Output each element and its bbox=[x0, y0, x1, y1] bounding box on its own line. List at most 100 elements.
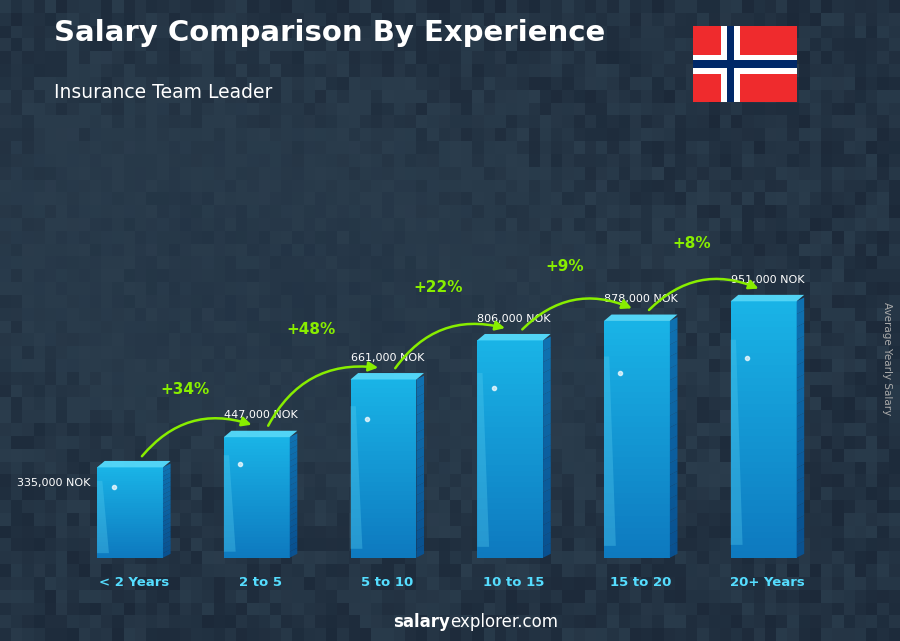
Polygon shape bbox=[670, 341, 678, 356]
Polygon shape bbox=[163, 536, 171, 544]
Bar bbox=[224, 455, 290, 458]
Bar bbox=[604, 433, 670, 439]
Bar bbox=[350, 481, 417, 487]
Polygon shape bbox=[670, 459, 678, 475]
Bar bbox=[604, 404, 670, 410]
Bar bbox=[731, 372, 796, 378]
Bar bbox=[97, 549, 163, 551]
Bar bbox=[350, 428, 417, 433]
Polygon shape bbox=[796, 464, 805, 481]
Bar bbox=[604, 540, 670, 546]
Text: +22%: +22% bbox=[413, 281, 463, 296]
Polygon shape bbox=[670, 365, 678, 380]
Polygon shape bbox=[417, 465, 424, 478]
Polygon shape bbox=[97, 481, 109, 553]
Bar bbox=[604, 344, 670, 351]
Bar bbox=[477, 372, 543, 378]
Text: +9%: +9% bbox=[545, 258, 584, 274]
Bar bbox=[97, 506, 163, 508]
Bar bbox=[350, 469, 417, 473]
Polygon shape bbox=[350, 373, 424, 379]
Bar bbox=[693, 54, 796, 74]
Bar bbox=[224, 506, 290, 510]
Bar bbox=[604, 386, 670, 392]
Polygon shape bbox=[417, 518, 424, 531]
Bar bbox=[224, 479, 290, 482]
Text: +8%: +8% bbox=[672, 237, 711, 251]
Polygon shape bbox=[731, 340, 742, 545]
Polygon shape bbox=[670, 376, 678, 392]
Bar bbox=[224, 503, 290, 506]
Bar bbox=[224, 530, 290, 533]
Polygon shape bbox=[670, 353, 678, 369]
Bar bbox=[731, 481, 796, 487]
Polygon shape bbox=[796, 349, 805, 365]
Bar bbox=[97, 539, 163, 542]
Bar bbox=[604, 528, 670, 534]
Bar bbox=[604, 504, 670, 510]
Bar bbox=[97, 544, 163, 546]
Polygon shape bbox=[796, 336, 805, 353]
Bar bbox=[224, 497, 290, 501]
Bar bbox=[604, 510, 670, 516]
Bar bbox=[477, 547, 543, 553]
Polygon shape bbox=[543, 543, 551, 558]
Bar bbox=[224, 545, 290, 549]
Bar bbox=[731, 320, 796, 327]
Bar bbox=[350, 486, 417, 491]
Bar bbox=[604, 338, 670, 345]
Polygon shape bbox=[731, 295, 805, 301]
Bar bbox=[731, 353, 796, 359]
Bar bbox=[350, 406, 417, 411]
Polygon shape bbox=[290, 481, 297, 492]
Bar bbox=[731, 487, 796, 494]
Polygon shape bbox=[290, 529, 297, 540]
Bar bbox=[477, 514, 543, 520]
Bar bbox=[350, 473, 417, 478]
Bar bbox=[721, 26, 740, 102]
Bar bbox=[604, 534, 670, 540]
Bar bbox=[97, 496, 163, 499]
Bar bbox=[731, 333, 796, 340]
Bar bbox=[477, 465, 543, 470]
Polygon shape bbox=[670, 506, 678, 522]
Polygon shape bbox=[670, 317, 678, 333]
Bar bbox=[477, 536, 543, 542]
Bar bbox=[224, 524, 290, 528]
Bar bbox=[477, 438, 543, 444]
Polygon shape bbox=[290, 512, 297, 522]
Bar bbox=[350, 522, 417, 526]
Bar bbox=[604, 410, 670, 415]
Bar bbox=[477, 449, 543, 454]
Bar bbox=[97, 483, 163, 485]
Polygon shape bbox=[543, 391, 551, 406]
Bar bbox=[604, 327, 670, 333]
Bar bbox=[350, 499, 417, 504]
Bar bbox=[604, 350, 670, 356]
Bar bbox=[224, 521, 290, 524]
Bar bbox=[477, 345, 543, 351]
Bar bbox=[477, 356, 543, 362]
Bar bbox=[350, 419, 417, 424]
Polygon shape bbox=[670, 530, 678, 546]
Polygon shape bbox=[796, 541, 805, 558]
Polygon shape bbox=[543, 402, 551, 417]
Text: Average Yearly Salary: Average Yearly Salary bbox=[881, 303, 892, 415]
Bar bbox=[731, 346, 796, 353]
Bar bbox=[97, 492, 163, 494]
Text: 5 to 10: 5 to 10 bbox=[361, 576, 413, 588]
Bar bbox=[604, 374, 670, 380]
Bar bbox=[350, 495, 417, 500]
Bar bbox=[224, 548, 290, 552]
Bar bbox=[350, 531, 417, 535]
Bar bbox=[477, 340, 543, 345]
Bar bbox=[350, 490, 417, 495]
Bar bbox=[350, 526, 417, 531]
Polygon shape bbox=[417, 474, 424, 487]
Bar bbox=[350, 410, 417, 415]
Polygon shape bbox=[163, 486, 171, 494]
Bar bbox=[604, 320, 670, 327]
Bar bbox=[224, 554, 290, 558]
Bar bbox=[350, 540, 417, 544]
Text: 10 to 15: 10 to 15 bbox=[483, 576, 544, 588]
